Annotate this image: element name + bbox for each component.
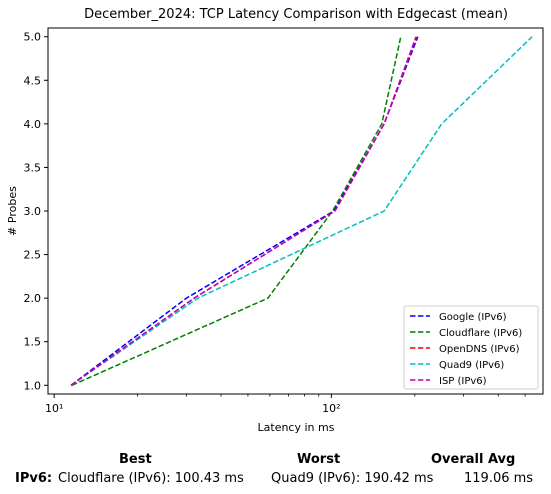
y-tick-label: 5.0: [24, 31, 42, 44]
summary-header-worst: Worst: [297, 452, 341, 467]
y-tick-label: 3.0: [24, 205, 42, 218]
summary-row: IPv6:: [15, 471, 52, 486]
legend-label: Quad9 (IPv6): [439, 360, 504, 371]
legend-label: ISP (IPv6): [439, 376, 487, 387]
y-axis-label: # Probes: [6, 186, 19, 236]
y-tick-label: 3.5: [24, 161, 42, 174]
series-line-cloudflare-ipv6: [71, 36, 402, 386]
y-tick-label: 4.0: [24, 118, 42, 131]
y-tick-label: 4.5: [24, 74, 42, 87]
summary-worst-value: Quad9 (IPv6): 190.42 ms: [271, 471, 434, 486]
legend-label: Google (IPv6): [439, 312, 507, 323]
legend-label: OpenDNS (IPv6): [439, 344, 520, 355]
series-line-quad9-ipv6: [70, 36, 533, 386]
x-tick-label: 10¹: [45, 402, 63, 415]
legend-box: [403, 305, 539, 390]
series-line-isp-ipv6: [70, 36, 417, 386]
summary-header-best: Best: [119, 452, 152, 467]
axis-ticks: 1.0 1.5 2.0 2.5 3.0 3.5 4.0 4.5 5.0 10¹ 10²: [24, 31, 526, 415]
y-tick-label: 1.5: [24, 336, 42, 349]
series-line-google-ipv6: [70, 36, 419, 386]
y-tick-label: 2.5: [24, 249, 42, 262]
summary-overall-value: 119.06 ms: [464, 471, 534, 486]
x-tick-label: 10²: [322, 402, 340, 415]
y-tick-label: 1.0: [24, 379, 42, 392]
series-line-opendns-ipv6: [70, 36, 418, 386]
series-lines: [70, 36, 533, 386]
y-tick-label: 2.0: [24, 292, 42, 305]
summary-best-value: Cloudflare (IPv6): 100.43 ms: [58, 471, 244, 486]
summary-row-label: IPv6: [15, 471, 47, 486]
legend-label: Cloudflare (IPv6): [439, 328, 522, 339]
latency-chart: December_2024: TCP Latency Comparison wi…: [6, 7, 544, 434]
chart-title: December_2024: TCP Latency Comparison wi…: [84, 7, 508, 22]
summary-row-colon: :: [46, 471, 53, 486]
x-axis-label: Latency in ms: [258, 421, 335, 434]
summary-header-overall: Overall Avg: [431, 452, 516, 467]
legend: Google (IPv6) Cloudflare (IPv6) OpenDNS (I…: [403, 305, 539, 390]
